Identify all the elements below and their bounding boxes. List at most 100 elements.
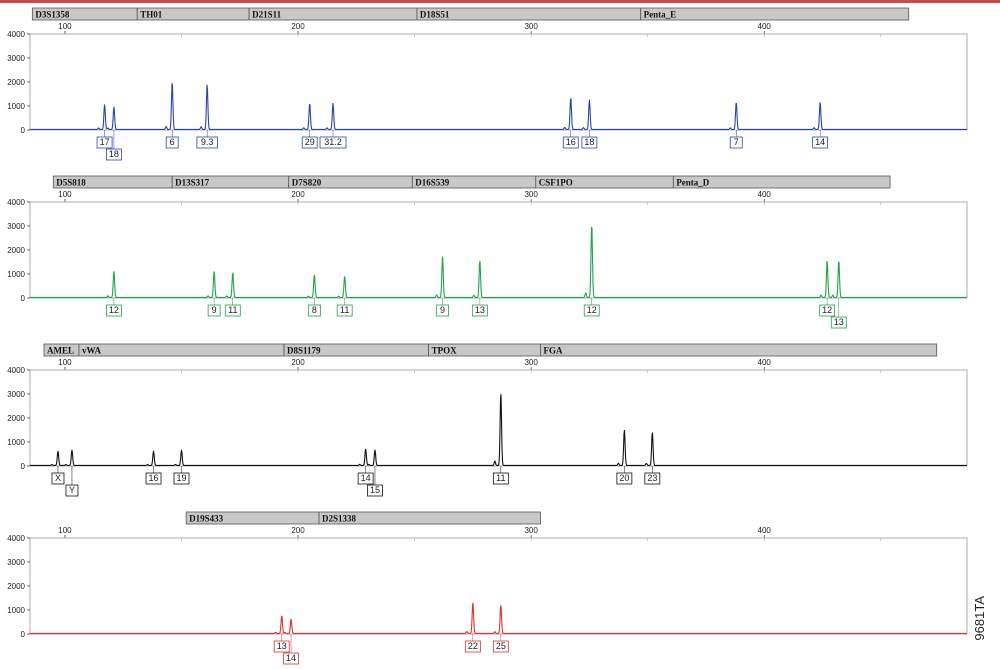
locus-label: D5S818 — [56, 178, 86, 188]
locus-label: D3S1358 — [35, 10, 70, 20]
y-tick-label: 0 — [21, 630, 26, 639]
locus-label: D2S1338 — [322, 514, 357, 524]
locus-bar — [540, 343, 938, 357]
allele-label: 14 — [815, 137, 825, 147]
allele-label: 12 — [109, 305, 119, 315]
locus-label: D18S51 — [420, 10, 450, 20]
x-tick-label: 200 — [291, 358, 305, 367]
trace-line — [30, 394, 967, 466]
y-tick-label: 3000 — [7, 390, 25, 399]
y-tick-label: 4000 — [7, 534, 25, 543]
x-tick-label: 200 — [291, 190, 305, 199]
allele-label: 25 — [496, 641, 506, 651]
allele-label: 17 — [100, 137, 110, 147]
allele-label: 18 — [109, 149, 119, 159]
x-tick-label: 300 — [524, 190, 538, 199]
allele-label: 20 — [619, 473, 629, 483]
allele-label: Y — [69, 485, 75, 495]
allele-label: 12 — [587, 305, 597, 315]
trace-line — [30, 226, 967, 298]
y-tick-label: 1000 — [7, 438, 25, 447]
x-tick-label: 100 — [58, 190, 72, 199]
y-tick-label: 4000 — [7, 198, 25, 207]
trace-line — [30, 602, 967, 634]
y-tick-label: 1000 — [7, 270, 25, 279]
y-tick-label: 0 — [21, 126, 26, 135]
y-tick-label: 2000 — [7, 582, 25, 591]
allele-label: 15 — [370, 485, 380, 495]
locus-bar — [672, 175, 891, 189]
allele-label: 23 — [647, 473, 657, 483]
x-tick-label: 200 — [291, 22, 305, 31]
locus-label: vWA — [82, 346, 102, 356]
locus-label: D7S820 — [292, 178, 322, 188]
allele-label: 14 — [286, 653, 296, 663]
x-tick-label: 200 — [291, 526, 305, 535]
locus-label: Penta_E — [644, 10, 677, 20]
figure-id: 9681TA — [972, 596, 987, 641]
allele-label: 14 — [361, 473, 371, 483]
x-tick-label: 400 — [758, 358, 772, 367]
locus-label: D16S539 — [415, 178, 450, 188]
allele-label: 29 — [305, 137, 315, 147]
allele-label: 22 — [468, 641, 478, 651]
x-tick-label: 400 — [758, 190, 772, 199]
x-tick-label: 400 — [758, 526, 772, 535]
x-tick-label: 300 — [524, 358, 538, 367]
trace-line — [30, 82, 967, 130]
locus-label: TPOX — [432, 346, 458, 356]
locus-label: D13S317 — [175, 178, 210, 188]
top-rule — [0, 0, 1000, 3]
locus-label: FGA — [543, 346, 562, 356]
y-tick-label: 0 — [21, 294, 26, 303]
allele-label: 11 — [228, 305, 237, 315]
locus-bar — [416, 7, 642, 21]
allele-label: 19 — [176, 473, 186, 483]
locus-bar — [78, 343, 285, 357]
x-tick-label: 300 — [524, 526, 538, 535]
allele-label: 12 — [822, 305, 832, 315]
allele-label: 6 — [170, 137, 175, 147]
allele-label: 16 — [149, 473, 159, 483]
y-tick-label: 1000 — [7, 606, 25, 615]
locus-bar — [640, 7, 910, 21]
locus-label: Penta_D — [676, 178, 709, 188]
allele-label: X — [55, 473, 61, 483]
y-tick-label: 2000 — [7, 414, 25, 423]
locus-label: D21S11 — [252, 10, 282, 20]
locus-label: AMEL — [47, 346, 74, 356]
allele-label: 13 — [475, 305, 485, 315]
panel-blue: D3S1358 TH01 D21S11 D18S51 Penta_E 100 200 300 4… — [7, 7, 968, 161]
x-tick-label: 100 — [58, 22, 72, 31]
allele-label: 9 — [440, 305, 445, 315]
panel-green: D5S818 D13S317 D7S820 D16S539 CSF1PO Penta_D 1… — [7, 175, 968, 329]
y-tick-label: 2000 — [7, 246, 25, 255]
locus-label: CSF1PO — [539, 178, 573, 188]
locus-label: D19S433 — [189, 514, 224, 524]
y-tick-label: 2000 — [7, 78, 25, 87]
x-tick-label: 300 — [524, 22, 538, 31]
allele-label: 9.3 — [201, 137, 214, 147]
locus-label: TH01 — [140, 10, 163, 20]
locus-bar — [318, 511, 541, 525]
allele-label: 11 — [340, 305, 349, 315]
x-tick-label: 400 — [758, 22, 772, 31]
allele-label: 16 — [566, 137, 576, 147]
allele-label: 18 — [584, 137, 594, 147]
y-tick-label: 4000 — [7, 30, 25, 39]
y-tick-label: 3000 — [7, 54, 25, 63]
plot-frame — [29, 537, 968, 635]
x-tick-label: 100 — [58, 358, 72, 367]
y-tick-label: 4000 — [7, 366, 25, 375]
allele-label: 9 — [212, 305, 217, 315]
allele-label: 7 — [734, 137, 739, 147]
y-tick-label: 3000 — [7, 222, 25, 231]
plot-frame — [29, 369, 968, 467]
y-tick-label: 1000 — [7, 102, 25, 111]
y-tick-label: 0 — [21, 462, 26, 471]
x-tick-label: 100 — [58, 526, 72, 535]
allele-label: 8 — [312, 305, 317, 315]
